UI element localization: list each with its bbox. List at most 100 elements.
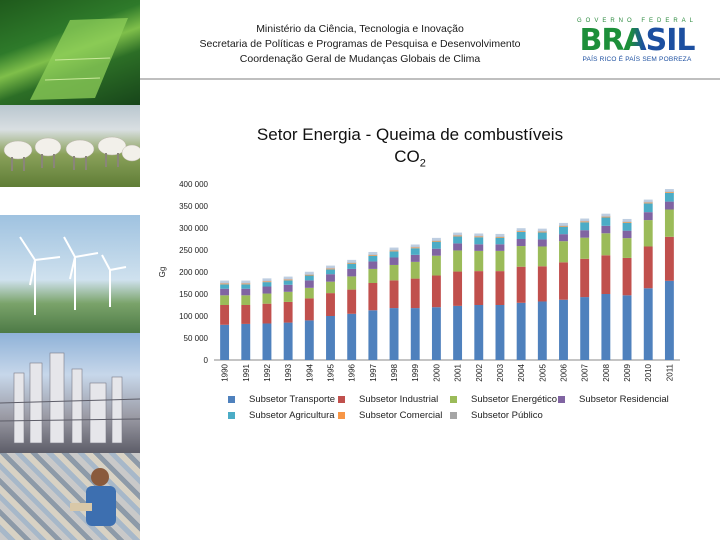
bar-segment-subsetor-residencial-1995	[326, 274, 335, 282]
bar-cap-2004	[516, 228, 526, 232]
x-tick-label-2000: 2000	[432, 363, 441, 381]
bar-segment-subsetor-residencial-1994	[304, 280, 314, 288]
bar-cap-1998	[389, 247, 399, 251]
x-tick-label-2007: 2007	[581, 363, 590, 381]
bar-segment-subsetor-residencial-1991	[241, 288, 251, 296]
bar-segment-subsetor-residencial-2006	[559, 234, 568, 242]
bar-segment-subsetor-comercial-1992	[262, 281, 272, 283]
bar-segment-subsetor-industrial-1993	[283, 301, 293, 323]
bar-segment-subsetor-transporte-1997	[368, 310, 378, 360]
legend-item-publico: Subsetor Público	[450, 410, 543, 421]
bar-segment-subsetor-comercial-1996	[347, 262, 357, 264]
x-tick-label-2003: 2003	[496, 363, 505, 381]
bar-segment-subsetor-comercial-2007	[580, 221, 590, 223]
bar-segment-subsetor-residencial-2003	[495, 244, 505, 251]
bar-segment-subsetor-residencial-2000	[431, 248, 441, 256]
brand-wordmark: BRASIL	[572, 26, 702, 56]
bar-segment-subsetor-industrial-1995	[326, 293, 335, 316]
bar-segment-subsetor-transporte-2010	[643, 288, 653, 360]
bar-segment-subsetor-agricultura-1999	[410, 248, 420, 255]
bar-segment-subsetor-agricultura-2000	[431, 241, 441, 249]
bar-segment-subsetor-residencial-2002	[474, 244, 484, 251]
bar-segment-subsetor-transporte-2009	[622, 295, 632, 360]
x-tick-label-2011: 2011	[665, 363, 674, 381]
bar-cap-1997	[368, 251, 378, 255]
bar-segment-subsetor-energético-2000	[431, 255, 441, 276]
bar-segment-subsetor-residencial-2010	[643, 212, 653, 221]
bar-cap-1999	[410, 244, 420, 248]
bar-segment-subsetor-residencial-2007	[580, 230, 590, 238]
bar-cap-2010	[643, 199, 653, 203]
bar-segment-subsetor-transporte-1998	[389, 308, 399, 360]
forest-aerial-photo	[0, 0, 140, 105]
bar-segment-subsetor-transporte-1991	[241, 323, 251, 360]
cattle-graphic	[3, 136, 140, 171]
bar-segment-subsetor-energético-1991	[241, 295, 251, 305]
bar-cap-2005	[537, 228, 547, 232]
bar-segment-subsetor-transporte-2008	[601, 294, 611, 360]
bar-segment-subsetor-agricultura-1995	[326, 269, 335, 275]
bar-segment-subsetor-energético-1990	[220, 295, 230, 305]
bar-cap-2008	[601, 213, 611, 217]
bar-segment-subsetor-industrial-1992	[262, 303, 272, 324]
wind-turbine-graphic	[19, 236, 127, 315]
x-tick-label-2006: 2006	[560, 363, 569, 381]
legend-label-energetico: Subsetor Energético	[471, 394, 558, 405]
worker-graphic	[70, 468, 116, 526]
bar-segment-subsetor-comercial-2008	[601, 216, 611, 218]
coordination-name: Coordenação Geral de Mudanças Globais de…	[239, 53, 481, 65]
bar-segment-subsetor-comercial-2000	[431, 240, 441, 242]
brand-tagline: PAÍS RICO É PAÍS SEM POBREZA	[582, 56, 692, 63]
bar-segment-subsetor-residencial-1998	[389, 257, 399, 265]
x-tick-label-2009: 2009	[623, 363, 632, 381]
bar-segment-subsetor-agricultura-2007	[580, 222, 590, 231]
bar-segment-subsetor-energético-1999	[410, 261, 420, 279]
bar-segment-subsetor-residencial-2004	[516, 239, 526, 247]
bar-segment-subsetor-agricultura-1990	[220, 284, 230, 289]
bar-segment-subsetor-transporte-2011	[664, 280, 674, 360]
bar-segment-subsetor-agricultura-2011	[664, 192, 674, 202]
y-axis-label: Gg	[158, 267, 167, 278]
bar-segment-subsetor-agricultura-1998	[389, 251, 399, 258]
bar-segment-subsetor-residencial-2001	[453, 243, 463, 251]
legend-item-energetico: Subsetor Energético	[450, 394, 557, 405]
legend-swatch-transporte	[228, 396, 235, 403]
bar-cap-1996	[347, 259, 357, 263]
bar-segment-subsetor-residencial-1992	[262, 286, 272, 294]
bar-segment-subsetor-industrial-2007	[580, 258, 590, 298]
bar-segment-subsetor-transporte-1999	[410, 308, 420, 360]
bar-segment-subsetor-residencial-2008	[601, 225, 611, 234]
legend-swatch-agricultura	[228, 412, 235, 419]
photo-strip	[0, 0, 140, 540]
legend-label-publico: Subsetor Público	[471, 410, 543, 421]
bar-segment-subsetor-residencial-2011	[664, 201, 674, 210]
bar-segment-subsetor-agricultura-2009	[622, 222, 632, 231]
bar-segment-subsetor-energético-1995	[326, 281, 335, 294]
brasil-logo: GOVERNO FEDERAL BRASIL PAÍS RICO É PAÍS …	[572, 18, 702, 68]
bar-segment-subsetor-industrial-2003	[495, 271, 505, 305]
x-tick-label-1991: 1991	[242, 363, 251, 381]
bar-segment-subsetor-transporte-1995	[326, 316, 335, 360]
brand-government-label: GOVERNO FEDERAL	[576, 18, 697, 24]
legend-item-comercial: Subsetor Comercial	[338, 410, 442, 421]
secretariat-name: Secretaria de Políticas e Programas de P…	[199, 38, 521, 50]
bar-cap-2007	[580, 218, 590, 222]
stacked-bar-chart: Gg 0 50 000 100 000 150 000 200 000 250 000 300…	[158, 180, 680, 382]
y-tick-label: 350 000	[179, 202, 208, 211]
legend-swatch-publico	[450, 412, 457, 419]
bar-segment-subsetor-residencial-1999	[410, 254, 420, 262]
bar-segment-subsetor-residencial-2009	[622, 230, 632, 239]
bar-segment-subsetor-residencial-1993	[283, 284, 293, 292]
bar-cap-1991	[241, 280, 251, 284]
bar-segment-subsetor-industrial-2011	[664, 236, 674, 281]
bar-segment-subsetor-comercial-1991	[241, 283, 251, 285]
x-tick-label-1998: 1998	[390, 363, 399, 381]
bar-cap-2009	[622, 218, 632, 222]
bar-cap-2003	[495, 233, 505, 237]
bar-segment-subsetor-comercial-1999	[410, 247, 420, 249]
legend-row-2: Subsetor Agricultura Subsetor Comercial …	[228, 410, 708, 426]
bar-segment-subsetor-agricultura-1996	[347, 263, 357, 269]
bar-segment-subsetor-energético-2008	[601, 233, 611, 256]
bar-cap-1995	[326, 265, 335, 269]
bar-segment-subsetor-comercial-2003	[495, 236, 505, 238]
